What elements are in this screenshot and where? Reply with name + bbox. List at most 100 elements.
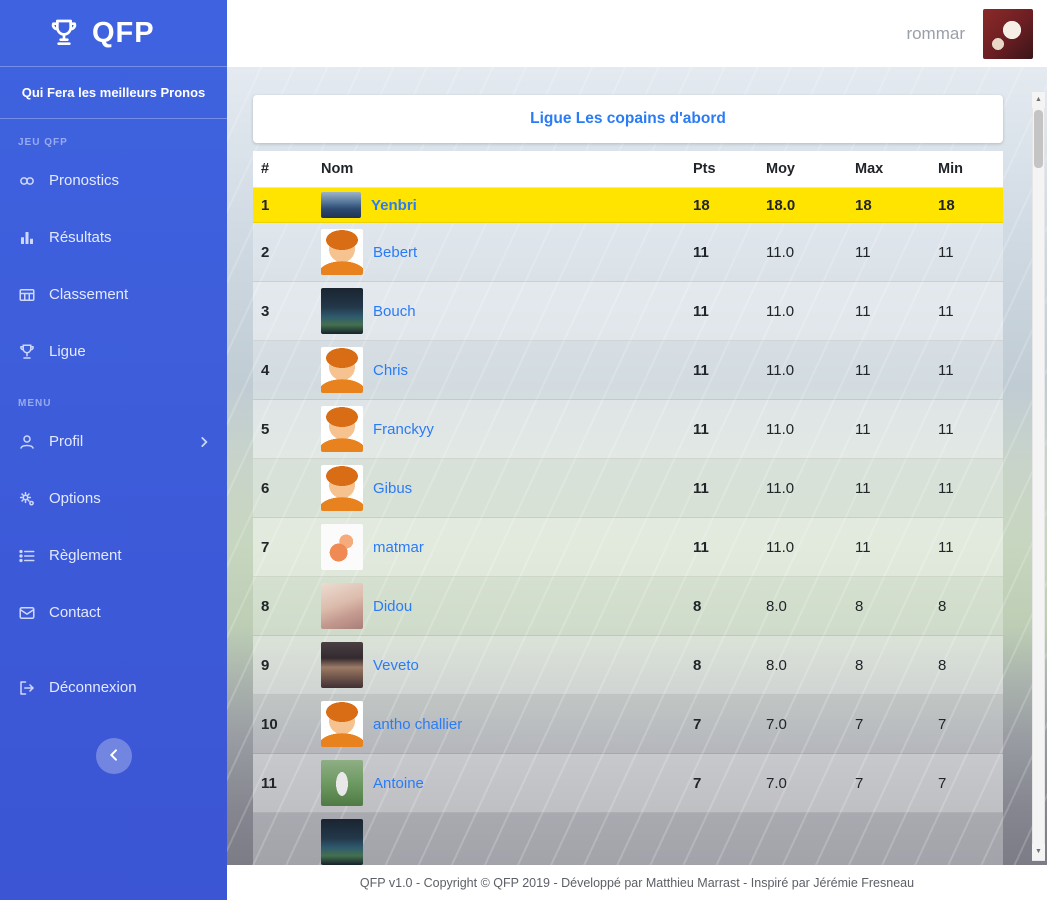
player-name-link[interactable]: Yenbri [371, 196, 417, 214]
nav-label: Ligue [49, 343, 86, 360]
table-row: 9 Veveto 8 8.0 8 8 [253, 635, 1003, 695]
player-name-link[interactable]: Veveto [373, 656, 419, 674]
chevron-left-icon [106, 747, 122, 766]
rank-cell: 11 [253, 753, 313, 813]
player-name-link[interactable]: Gibus [373, 479, 413, 497]
sidebar-item-reglement[interactable]: Règlement [0, 527, 227, 584]
pts-cell: 11 [685, 222, 758, 282]
nav-label: Classement [49, 286, 129, 303]
player-name-link[interactable]: Didou [373, 597, 413, 615]
rank-cell: 8 [253, 576, 313, 636]
player-avatar [321, 583, 363, 629]
max-cell: 7 [847, 694, 930, 754]
sidebar-item-deconnexion[interactable]: Déconnexion [0, 659, 227, 716]
column-header-pts: Pts [685, 151, 758, 188]
player-name-link[interactable]: Antoine [373, 774, 424, 792]
player-avatar [321, 701, 363, 747]
player-name-link[interactable]: Chris [373, 361, 409, 379]
max-cell: 11 [847, 222, 930, 282]
player-avatar [321, 524, 363, 570]
app-logo[interactable]: QFP [0, 0, 227, 67]
moy-cell: 8.0 [758, 576, 847, 636]
user-icon [18, 433, 36, 451]
min-cell [930, 812, 1003, 865]
table-row: 3 Bouch 11 11.0 11 11 [253, 281, 1003, 341]
pts-cell: 11 [685, 517, 758, 577]
table-row-partial [253, 812, 1003, 865]
pts-cell: 8 [685, 576, 758, 636]
player-avatar [321, 229, 363, 275]
scroll-down-arrow-icon[interactable]: ▼ [1032, 844, 1045, 860]
player-name-link[interactable]: antho challier [373, 715, 463, 733]
moy-cell: 11.0 [758, 517, 847, 577]
player-name-link[interactable]: Bebert [373, 243, 418, 261]
topbar-username[interactable]: rommar [906, 23, 965, 43]
chevron-right-icon [197, 435, 211, 449]
player-name-link[interactable]: Bouch [373, 302, 416, 320]
rank-cell: 9 [253, 635, 313, 695]
sidebar-item-classement[interactable]: Classement [0, 266, 227, 323]
envelope-icon [18, 604, 36, 622]
nav-label: Déconnexion [49, 679, 137, 696]
moy-cell: 11.0 [758, 340, 847, 400]
table-row: 7 matmar 11 11.0 11 11 [253, 517, 1003, 577]
sidebar-item-contact[interactable]: Contact [0, 584, 227, 641]
max-cell: 11 [847, 281, 930, 341]
table-row: 5 Franckyy 11 11.0 11 11 [253, 399, 1003, 459]
player-name-link[interactable]: Franckyy [373, 420, 434, 438]
pts-cell: 11 [685, 458, 758, 518]
pts-cell: 7 [685, 753, 758, 813]
sidebar-item-options[interactable]: Options [0, 470, 227, 527]
rank-cell: 7 [253, 517, 313, 577]
pts-cell: 11 [685, 399, 758, 459]
column-header-rank: # [253, 151, 313, 188]
league-card-header: Ligue Les copains d'abord [253, 95, 1003, 143]
min-cell: 8 [930, 576, 1003, 636]
player-avatar [321, 347, 363, 393]
rank-cell: 2 [253, 222, 313, 282]
scrollbar-thumb[interactable] [1034, 110, 1043, 168]
nav-label: Règlement [49, 547, 122, 564]
section-label-menu: MENU [18, 398, 52, 409]
pts-cell: 7 [685, 694, 758, 754]
vertical-scrollbar[interactable]: ▲ ▼ [1032, 91, 1045, 861]
table-row: 6 Gibus 11 11.0 11 11 [253, 458, 1003, 518]
max-cell: 11 [847, 399, 930, 459]
table-row: 10 antho challier 7 7.0 7 7 [253, 694, 1003, 754]
sidebar-collapse-button[interactable] [95, 738, 132, 774]
max-cell: 18 [847, 187, 930, 223]
table-icon [18, 286, 36, 304]
player-avatar [321, 192, 361, 218]
column-header-nom: Nom [313, 151, 685, 188]
app-tagline: Qui Fera les meilleurs Pronos [0, 67, 227, 119]
pts-cell [685, 812, 758, 865]
table-row: 4 Chris 11 11.0 11 11 [253, 340, 1003, 400]
max-cell: 8 [847, 635, 930, 695]
main-content: Ligue Les copains d'abord # Nom Pts Moy … [227, 67, 1047, 865]
table-row: 8 Didou 8 8.0 8 8 [253, 576, 1003, 636]
rank-cell: 5 [253, 399, 313, 459]
min-cell: 8 [930, 635, 1003, 695]
column-header-moy: Moy [758, 151, 847, 188]
min-cell: 11 [930, 222, 1003, 282]
player-name-link[interactable]: matmar [373, 538, 424, 556]
sidebar-item-pronostics[interactable]: Pronostics [0, 152, 227, 209]
trophy-logo-icon [48, 17, 80, 49]
sidebar-item-ligue[interactable]: Ligue [0, 323, 227, 380]
trophy-icon [18, 343, 36, 361]
sidebar-item-resultats[interactable]: Résultats [0, 209, 227, 266]
moy-cell: 11.0 [758, 399, 847, 459]
player-avatar [321, 465, 363, 511]
nav-label: Pronostics [49, 172, 120, 189]
rank-cell: 3 [253, 281, 313, 341]
table-header-row: # Nom Pts Moy Max Min [253, 151, 1003, 188]
scroll-up-arrow-icon[interactable]: ▲ [1032, 92, 1045, 108]
nav-label: Profil [49, 433, 84, 450]
user-avatar[interactable] [983, 8, 1033, 59]
sidebar-item-profil[interactable]: Profil [0, 413, 227, 470]
footer: QFP v1.0 - Copyright © QFP 2019 - Dévelo… [227, 865, 1047, 900]
gears-icon [18, 490, 36, 508]
rank-cell: 1 [253, 187, 313, 223]
column-header-max: Max [847, 151, 930, 188]
min-cell: 7 [930, 753, 1003, 813]
